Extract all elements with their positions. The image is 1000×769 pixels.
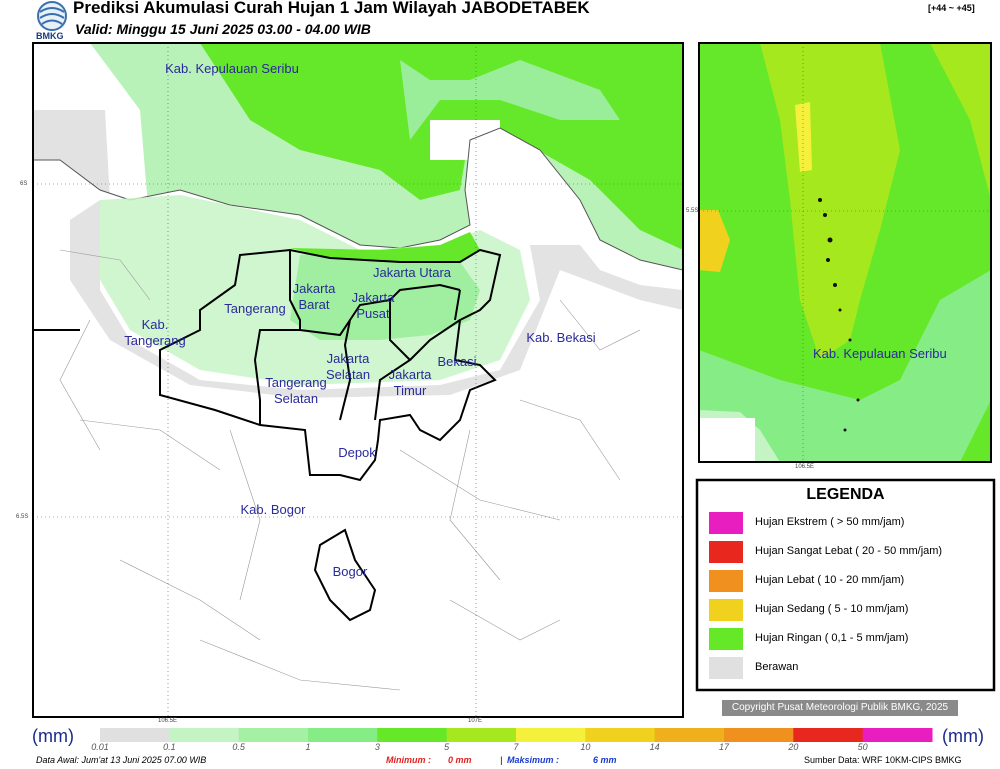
legend-swatch <box>709 541 743 563</box>
colorbar-segment <box>446 728 517 742</box>
main-map <box>32 42 684 718</box>
bmkg-logo <box>37 1 67 31</box>
colorbar-tick: 14 <box>649 742 660 752</box>
min-value: 0 mm <box>448 755 472 765</box>
legend-label: Hujan Sangat Lebat ( 20 - 50 mm/jam) <box>755 545 943 557</box>
grid-label: 6.5S <box>16 514 29 520</box>
region-label: Kab. Kepulauan Seribu <box>165 61 299 76</box>
colorbar-tick: 5 <box>444 742 450 752</box>
region-label: Jakarta Utara <box>372 265 452 280</box>
unit-label: (mm) <box>942 726 984 746</box>
init-time: Data Awal: Jum'at 13 Juni 2025 07.00 WIB <box>36 755 207 765</box>
colorbar-segment <box>793 728 864 742</box>
min-label: Minimum : <box>386 755 431 765</box>
colorbar-tick: 10 <box>580 742 591 752</box>
unit-label: (mm) <box>32 726 74 746</box>
colorbar-segment <box>585 728 656 742</box>
region-label: Tangerang <box>224 301 286 316</box>
legend-swatch <box>709 657 743 679</box>
region-label: Kab. Bogor <box>240 502 306 517</box>
colorbar-tick: 0.01 <box>91 742 109 752</box>
logo-text: BMKG <box>36 31 64 41</box>
region-label: Depok <box>338 445 376 460</box>
legend-title: LEGENDA <box>806 486 885 503</box>
legend-box <box>695 478 996 692</box>
copyright-box <box>722 700 958 716</box>
legend-label: Hujan Ringan ( 0,1 - 5 mm/jam) <box>755 632 909 644</box>
colorbar-segment <box>654 728 725 742</box>
region-label: Bekasi <box>437 354 477 369</box>
colorbar-tick: 20 <box>788 742 799 752</box>
colorbar-tick: 1 <box>305 742 311 752</box>
forecast-range: [+44 ~ +45] <box>928 3 975 13</box>
region-label: Bogor <box>332 564 368 579</box>
colorbar-segment <box>862 728 933 742</box>
separator: | <box>500 755 503 765</box>
copyright: Copyright Pusat Meteorologi Publik BMKG,… <box>731 702 949 713</box>
colorbar-segment <box>308 728 378 742</box>
colorbar-tick: 50 <box>857 742 868 752</box>
legend-label: Berawan <box>755 661 799 673</box>
colorbar-segment <box>238 728 309 742</box>
region-label: Jakarta Pusat <box>351 290 395 321</box>
colorbar-segment <box>169 728 240 742</box>
colorbar-segment <box>724 728 794 742</box>
legend-label: Hujan Lebat ( 10 - 20 mm/jam) <box>755 574 905 586</box>
legend-swatch <box>709 628 743 650</box>
legend-swatch <box>709 512 743 534</box>
grid-label: 106.5E <box>158 718 178 724</box>
grid-label: 5.5S <box>686 208 699 214</box>
valid-time: Valid: Minggu 15 Juni 2025 03.00 - 04.00… <box>75 21 371 37</box>
region-label: Jakarta Selatan <box>325 351 371 382</box>
region-label: Tangerang Selatan <box>265 375 327 406</box>
grid-label: 6S <box>20 181 28 187</box>
legend-label: Hujan Ekstrem ( > 50 mm/jam) <box>755 516 905 528</box>
inset-region-label: Kab. Kepulauan Seribu <box>813 346 947 361</box>
legend-swatch <box>709 599 743 621</box>
legend-label: Hujan Sedang ( 5 - 10 mm/jam) <box>755 603 909 615</box>
colorbar-tick: 17 <box>718 742 729 752</box>
colorbar-segment <box>377 728 448 742</box>
colorbar-tick: 3 <box>374 742 380 752</box>
grid-label: 106.5E <box>795 464 815 470</box>
region-label: Kab. Bekasi <box>526 330 596 345</box>
region-label: Jakarta Timur <box>388 367 432 398</box>
legend-swatch <box>709 570 743 592</box>
region-label: Jakarta Barat <box>292 281 336 312</box>
inset-map <box>698 42 992 463</box>
max-value: 6 mm <box>593 755 617 765</box>
max-label: Maksimum : <box>507 755 560 765</box>
colorbar-tick: 0.1 <box>163 742 176 752</box>
colorbar-segment <box>100 728 170 742</box>
colorbar-tick: 0.5 <box>232 742 245 752</box>
region-label: Kab. Tangerang <box>124 317 186 348</box>
data-source: Sumber Data: WRF 10KM-CIPS BMKG <box>804 755 962 765</box>
title: Prediksi Akumulasi Curah Hujan 1 Jam Wil… <box>73 0 590 17</box>
grid-label: 107E <box>468 718 483 724</box>
colorbar-tick: 7 <box>513 742 519 752</box>
colorbar-segment <box>516 728 586 742</box>
